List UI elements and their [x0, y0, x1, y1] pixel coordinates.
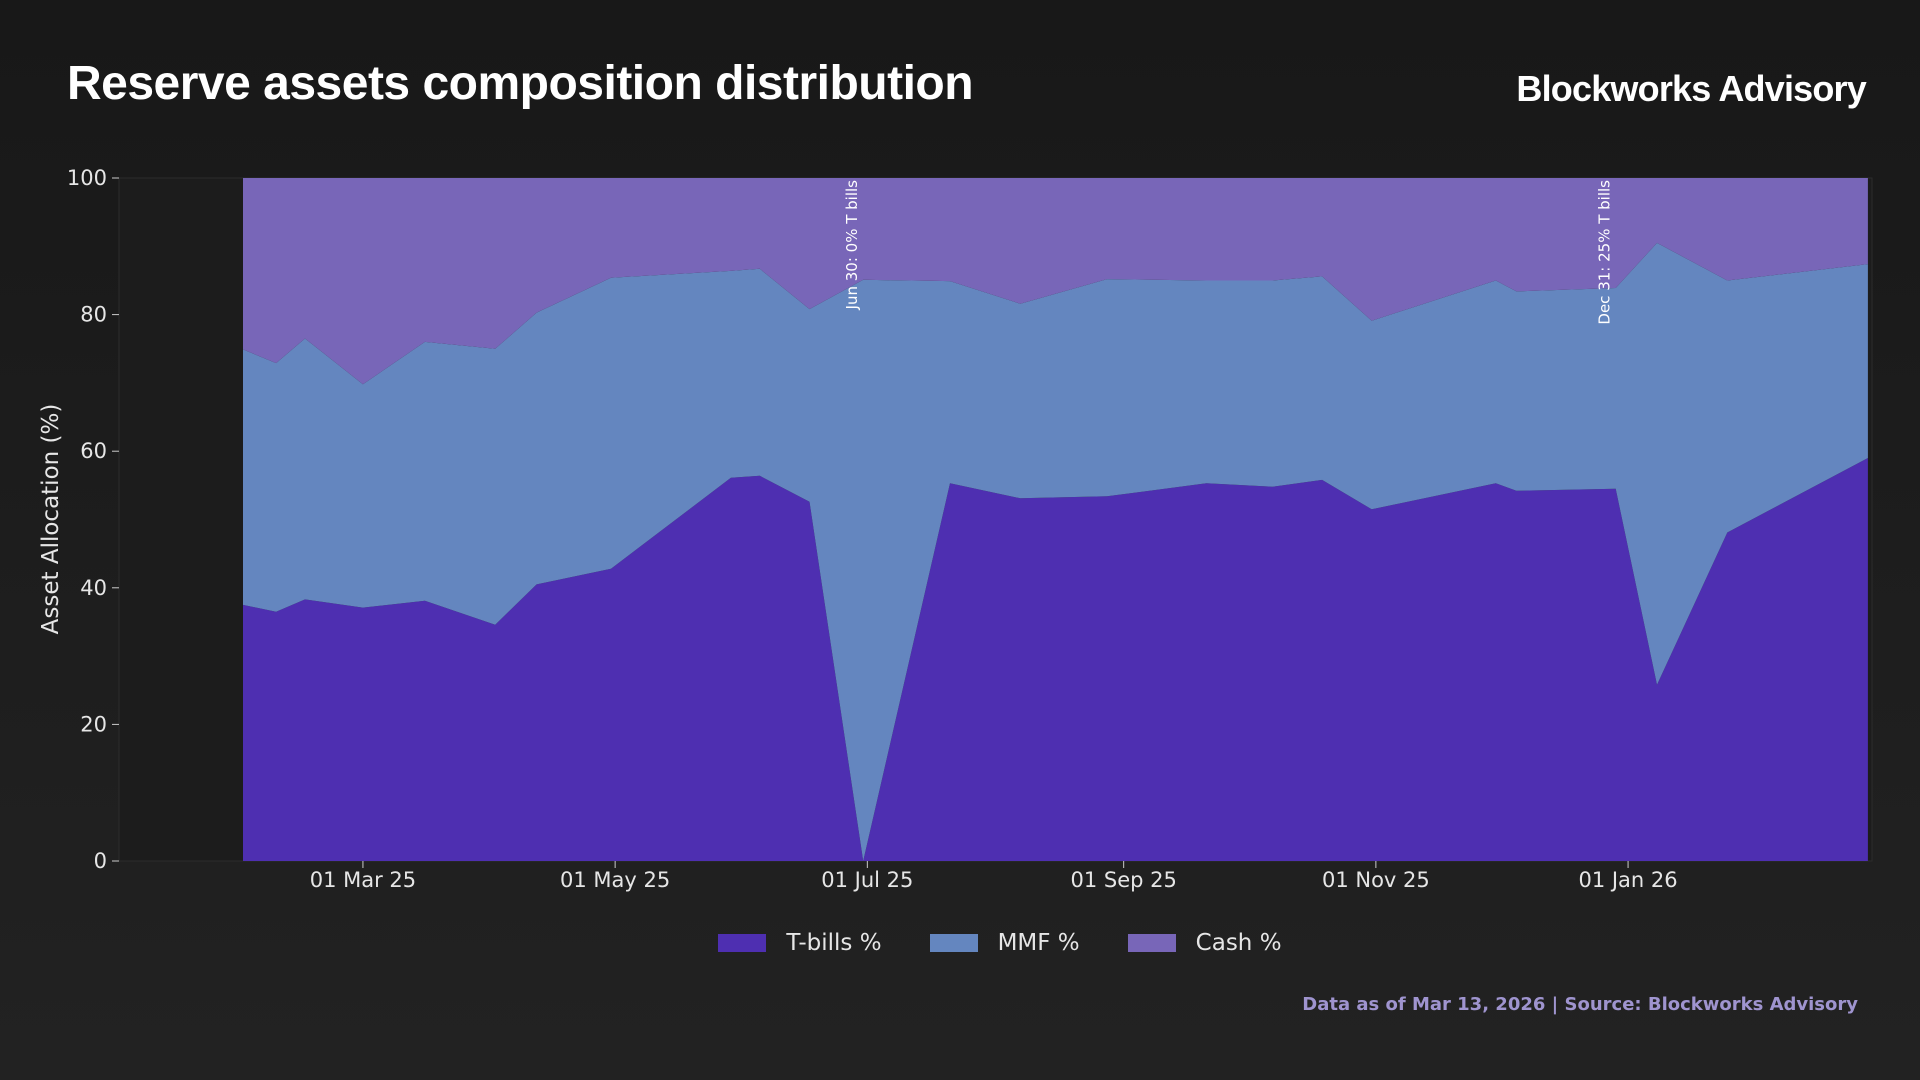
- axes: 0 20 40 60 80 100 01 Mar 25 01 May 25 01 Jul 25 0…: [67, 166, 1678, 892]
- y-tick-label: 60: [80, 439, 107, 463]
- brand-logo: Blockworks Advisory: [1516, 68, 1866, 109]
- area-layers: [243, 178, 1868, 861]
- legend-item: MMF %: [929, 930, 1080, 956]
- legend-label: MMF %: [997, 930, 1080, 956]
- y-tick-label: 100: [67, 166, 107, 190]
- legend-item: Cash %: [1127, 930, 1282, 956]
- y-tick-label: 80: [80, 303, 107, 327]
- legend-label: Cash %: [1195, 930, 1282, 956]
- x-tick-label: 01 May 25: [560, 868, 670, 892]
- y-tick-label: 20: [80, 712, 107, 736]
- legend-swatch: [1127, 934, 1176, 952]
- x-tick-label: 01 Jul 25: [821, 868, 913, 892]
- y-axis-title: Asset Allocation (%): [38, 404, 64, 635]
- annotation-label: Jun 30: 0% T bills: [843, 180, 861, 311]
- area-cash: [243, 178, 1868, 385]
- y-tick-label: 40: [80, 576, 107, 600]
- legend: T-bills % MMF % Cash %: [40, 930, 1920, 956]
- y-tick-label: 0: [94, 849, 107, 873]
- x-tick-label: 01 Nov 25: [1322, 868, 1430, 892]
- source-note: Data as of Mar 13, 2026 | Source: Blockw…: [1302, 994, 1858, 1015]
- annotations: Jun 30: 0% T bills Dec 31: 25% T bills: [843, 180, 1613, 325]
- area-mmf: [243, 242, 1868, 861]
- legend-swatch: [718, 934, 767, 952]
- legend-swatch: [929, 934, 978, 952]
- chart-title: Reserve assets composition distribution: [67, 57, 974, 110]
- x-tick-label: 01 Jan 26: [1578, 868, 1677, 892]
- annotation-label: Dec 31: 25% T bills: [1596, 180, 1614, 325]
- x-tick-label: 01 Sep 25: [1070, 868, 1176, 892]
- x-tick-label: 01 Mar 25: [310, 868, 416, 892]
- area-t-bills: [243, 458, 1868, 861]
- legend-label: T-bills %: [786, 930, 882, 956]
- legend-item: T-bills %: [718, 930, 882, 956]
